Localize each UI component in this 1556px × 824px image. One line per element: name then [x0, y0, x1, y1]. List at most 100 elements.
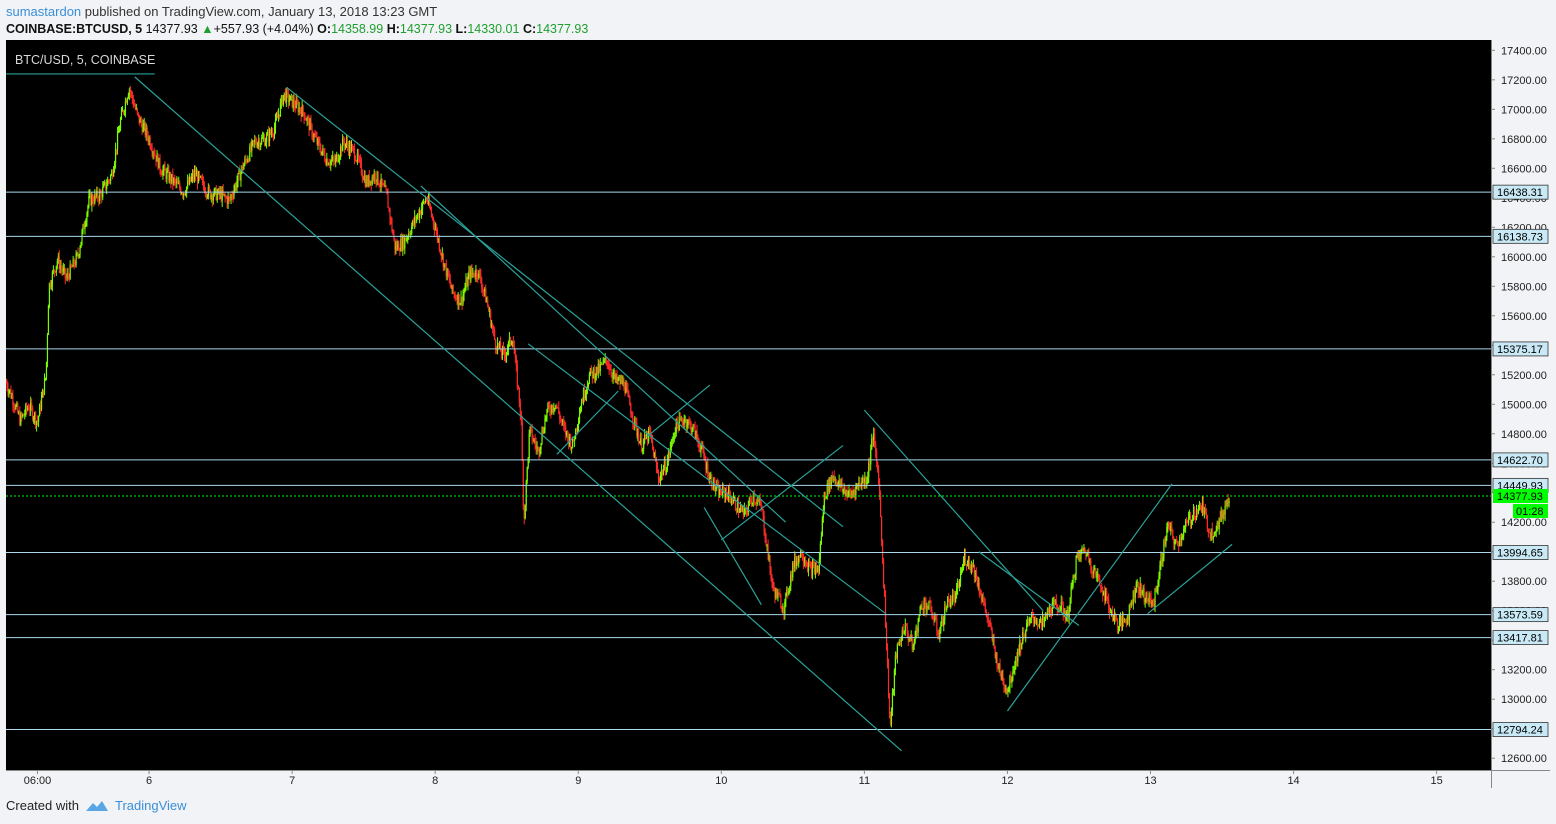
candle-body [250, 146, 252, 151]
candle-body [1019, 641, 1021, 654]
candle-body [862, 477, 864, 482]
candle-body [751, 502, 753, 504]
candle-body [654, 455, 657, 461]
candle-body [1102, 592, 1104, 596]
candle-body [491, 325, 493, 327]
candle-body [1195, 510, 1198, 519]
candle-body [344, 143, 347, 147]
candle-body [475, 270, 477, 277]
candle-body [935, 618, 937, 620]
candle-body [249, 146, 251, 161]
author-link[interactable]: sumastardon [6, 4, 82, 19]
chart-area[interactable]: 17400.00 17200.00 17000.00 16800.00 16600.00… [6, 40, 1550, 788]
candle-body [1025, 630, 1027, 638]
candle-body [802, 556, 804, 560]
candle-body [377, 171, 379, 184]
candle-body [968, 558, 971, 567]
candle-body [710, 476, 712, 478]
candle-body [1180, 537, 1182, 541]
candle-body [448, 276, 450, 279]
candle-body [1136, 581, 1138, 584]
candle-body [982, 598, 984, 602]
candle-body [35, 413, 37, 425]
y-tick-label: 13000.00 [1501, 694, 1547, 706]
candle-body [743, 508, 745, 515]
candle-body [289, 95, 291, 101]
candle-body [321, 151, 323, 155]
candle-body [343, 142, 346, 147]
candle-body [903, 631, 905, 634]
candle-body [794, 557, 796, 568]
candle-body [564, 425, 566, 427]
candle-body [88, 195, 90, 206]
candle-body [49, 283, 52, 287]
candle-body [929, 600, 931, 603]
candle-body [191, 173, 194, 178]
candle-body [347, 146, 350, 154]
price-chart[interactable]: 17400.00 17200.00 17000.00 16800.00 16600.00… [6, 40, 1550, 788]
candle-body [894, 655, 897, 671]
candle-body [809, 563, 812, 566]
candle-body [823, 492, 825, 510]
candle-body [76, 253, 78, 255]
candle-body [369, 180, 371, 185]
candle-body [337, 154, 339, 162]
candle-body [381, 178, 383, 185]
candle-body [1210, 528, 1212, 539]
candle-body [51, 272, 53, 286]
candle-body [38, 405, 41, 417]
candle-body [831, 476, 833, 479]
candle-body [245, 158, 247, 160]
candle-body [833, 476, 835, 480]
candle-body [64, 268, 66, 278]
candle-body [242, 165, 244, 170]
candle-body [766, 545, 768, 547]
candle-body [731, 501, 734, 503]
candle-body [967, 558, 970, 566]
candle-body [707, 463, 709, 478]
candle-body [586, 386, 589, 389]
candle-body [904, 623, 906, 632]
candle-body [619, 377, 621, 384]
candle-body [752, 495, 754, 503]
candle-body [838, 480, 840, 483]
candle-body [989, 620, 991, 626]
candle-body [1121, 616, 1124, 628]
candle-body [812, 564, 815, 566]
candle-body [120, 111, 123, 120]
candle-body [1005, 689, 1007, 691]
trendline [556, 390, 619, 455]
tradingview-link[interactable]: TradingView [85, 798, 187, 813]
candle-body [117, 132, 120, 134]
candle-body [664, 461, 667, 473]
candle-body [670, 440, 672, 449]
candle-body [1031, 614, 1033, 618]
candle-body [1035, 621, 1038, 623]
candle-body [765, 539, 767, 546]
candle-body [758, 499, 760, 502]
candle-body [48, 283, 51, 306]
candle-body [91, 196, 93, 206]
candle-body [1112, 618, 1115, 620]
candle-body [1149, 593, 1151, 598]
candle-body [70, 264, 72, 267]
time-axis[interactable] [6, 770, 1491, 788]
candle-body [468, 271, 470, 277]
candle-body [607, 364, 609, 367]
candle-body [1106, 591, 1108, 597]
candle-body [375, 179, 377, 182]
candle-body [732, 498, 735, 503]
candle-body [135, 108, 137, 110]
price-axis[interactable] [1491, 40, 1550, 770]
level-label: 15375.17 [1497, 344, 1543, 356]
candle-body [508, 337, 511, 342]
candle-body [680, 418, 682, 420]
candle-body [179, 183, 181, 189]
candle-body [900, 639, 902, 643]
candle-body [287, 92, 289, 102]
candle-body [189, 176, 192, 181]
candle-body [1190, 521, 1193, 523]
candle-body [32, 407, 34, 420]
candle-body [463, 291, 465, 295]
candle-body [749, 498, 751, 500]
